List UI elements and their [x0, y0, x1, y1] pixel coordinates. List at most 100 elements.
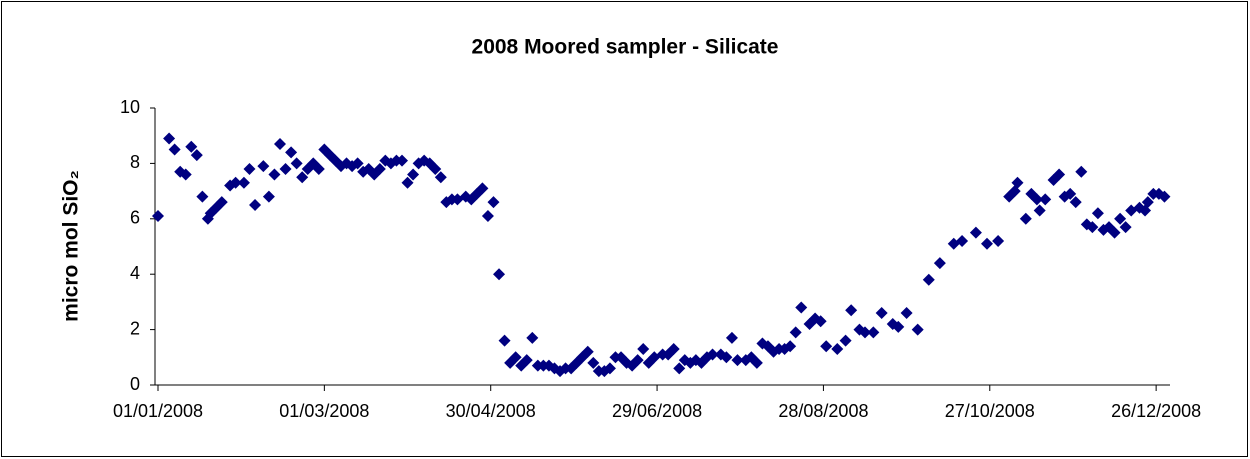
data-point: [290, 157, 303, 170]
data-point: [667, 342, 680, 355]
data-point: [839, 334, 852, 347]
data-point: [526, 331, 539, 344]
data-point: [1158, 190, 1171, 203]
data-point: [351, 157, 364, 170]
y-tick-label: 8: [130, 152, 140, 172]
y-tick-label: 0: [130, 374, 140, 394]
data-point: [268, 168, 281, 181]
x-tick-label: 27/10/2008: [945, 401, 1035, 421]
x-tick-label: 01/03/2008: [279, 401, 369, 421]
data-point: [731, 354, 744, 367]
data-point: [784, 340, 797, 353]
data-point: [285, 146, 298, 159]
data-point: [845, 304, 858, 317]
x-tick-label: 28/08/2008: [778, 401, 868, 421]
data-point: [933, 257, 946, 270]
data-point: [795, 301, 808, 314]
data-point: [900, 306, 913, 319]
data-point: [243, 162, 256, 175]
data-point: [395, 154, 408, 167]
x-tick-label: 01/01/2008: [113, 401, 203, 421]
data-point: [279, 162, 292, 175]
data-point: [493, 268, 506, 281]
data-point: [487, 196, 500, 209]
data-point: [229, 176, 242, 189]
data-point: [373, 162, 386, 175]
data-point: [1019, 212, 1032, 225]
data-point: [1030, 193, 1043, 206]
data-point: [637, 342, 650, 355]
data-point: [1091, 207, 1104, 220]
y-tick-label: 4: [130, 263, 140, 283]
data-point: [296, 171, 309, 184]
data-point: [152, 210, 164, 223]
data-point: [1039, 193, 1052, 206]
data-point: [237, 176, 250, 189]
data-point: [831, 342, 844, 355]
data-point: [1141, 196, 1154, 209]
data-point: [196, 190, 209, 203]
data-point: [789, 326, 802, 339]
y-axis-label: micro mol SiO₂: [60, 170, 83, 322]
data-point: [249, 198, 262, 211]
data-point: [1086, 221, 1099, 234]
data-point: [720, 351, 733, 364]
data-point: [520, 354, 533, 367]
data-point: [867, 326, 880, 339]
data-point: [992, 234, 1005, 247]
data-point: [922, 273, 935, 286]
data-point: [401, 176, 414, 189]
data-point: [407, 168, 420, 181]
data-point: [1033, 204, 1046, 217]
data-point: [706, 348, 719, 361]
x-tick-label: 30/04/2008: [446, 401, 536, 421]
data-point: [911, 323, 924, 336]
data-point: [1069, 196, 1082, 209]
data-point: [498, 334, 511, 347]
y-tick-label: 2: [130, 318, 140, 338]
data-point: [312, 162, 325, 175]
data-point: [581, 345, 594, 358]
data-point: [875, 306, 888, 319]
data-point: [892, 320, 905, 333]
data-point: [631, 354, 644, 367]
data-point: [969, 226, 982, 239]
data-point: [476, 182, 489, 195]
data-point: [814, 315, 827, 328]
data-point: [434, 171, 447, 184]
data-point: [1108, 226, 1121, 239]
data-point: [481, 210, 494, 223]
data-point: [750, 356, 763, 369]
data-point: [163, 132, 176, 145]
data-point: [725, 331, 738, 344]
chart-title: 2008 Moored sampler - Silicate: [472, 36, 779, 59]
data-point: [1119, 221, 1132, 234]
data-point: [859, 326, 872, 339]
data-point: [956, 234, 969, 247]
data-point: [262, 190, 275, 203]
y-tick-label: 10: [120, 97, 140, 117]
data-point: [179, 168, 192, 181]
data-point: [1064, 187, 1077, 200]
y-tick-label: 6: [130, 208, 140, 228]
data-point: [673, 362, 686, 375]
x-tick-label: 29/06/2008: [612, 401, 702, 421]
data-point: [190, 149, 203, 162]
data-point: [1075, 165, 1088, 178]
data-point: [1114, 212, 1127, 225]
data-point: [509, 351, 522, 364]
data-point: [981, 237, 994, 250]
data-point: [257, 160, 270, 173]
data-point: [168, 143, 181, 156]
data-point: [1011, 176, 1024, 189]
data-point: [215, 196, 228, 209]
data-point: [603, 362, 616, 375]
data-point: [820, 340, 833, 353]
data-point: [273, 138, 286, 151]
data-point: [185, 140, 198, 153]
x-tick-label: 26/12/2008: [1111, 401, 1201, 421]
data-point: [587, 356, 600, 369]
data-point: [429, 162, 442, 175]
